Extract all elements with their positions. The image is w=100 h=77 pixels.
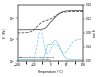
X-axis label: Temperature (°C): Temperature (°C) xyxy=(37,70,63,74)
Y-axis label: tan δ: tan δ xyxy=(92,29,96,37)
Y-axis label: E' (Pa): E' (Pa) xyxy=(4,28,8,38)
Legend: homopolymer polypropylene, polypropylene copolymer: homopolymer polypropylene, polypropylene… xyxy=(19,56,54,60)
